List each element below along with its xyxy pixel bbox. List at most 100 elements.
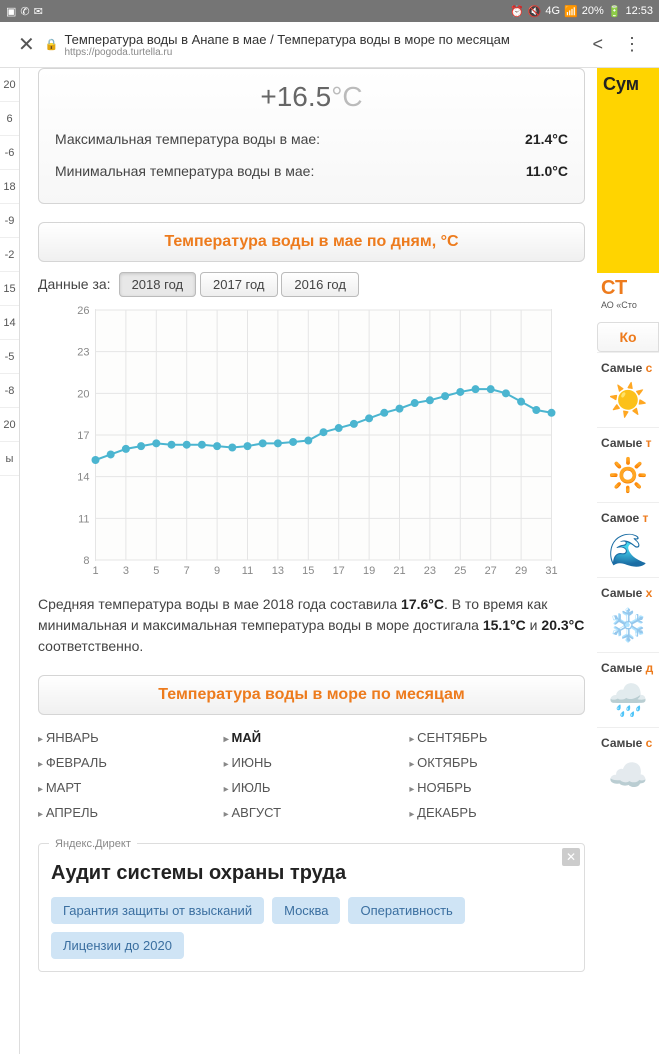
clock-text: 12:53 <box>625 5 653 17</box>
month-link-апрель[interactable]: АПРЕЛЬ <box>38 800 214 825</box>
svg-text:25: 25 <box>454 565 466 577</box>
svg-text:7: 7 <box>184 565 190 577</box>
months-grid: ЯНВАРЬФЕВРАЛЬМАРТАПРЕЛЬ МАЙИЮНЬИЮЛЬАВГУСТ… <box>38 725 585 825</box>
svg-text:26: 26 <box>77 305 89 317</box>
side-panel[interactable]: Самые х❄️ <box>597 577 659 652</box>
ad-tag[interactable]: Оперативность <box>348 897 464 924</box>
mute-icon: 🔇 <box>528 5 542 18</box>
weather-icon: ☀️ <box>601 381 655 419</box>
svg-text:8: 8 <box>83 555 89 567</box>
svg-text:5: 5 <box>153 565 159 577</box>
page-title: Температура воды в Анапе в мае / Темпера… <box>64 32 582 47</box>
battery-text: 20% <box>582 5 604 17</box>
chart-svg: 8111417202326135791113151719212325272931 <box>38 302 585 582</box>
svg-text:27: 27 <box>485 565 497 577</box>
month-link-июль[interactable]: ИЮЛЬ <box>224 775 400 800</box>
avg-temp-unit: °C <box>331 81 362 112</box>
max-temp-value: 21.4°C <box>525 131 568 147</box>
lock-icon: 🔒 <box>45 38 59 51</box>
ad-tag[interactable]: Гарантия защиты от взысканий <box>51 897 264 924</box>
side-panel[interactable]: Самые с☀️ <box>597 352 659 427</box>
year-tab-2018[interactable]: 2018 год <box>119 272 197 297</box>
ad-tag[interactable]: Лицензии до 2020 <box>51 932 184 959</box>
month-link-февраль[interactable]: ФЕВРАЛЬ <box>38 750 214 775</box>
side-panel[interactable]: Самые д🌧️ <box>597 652 659 727</box>
weather-icon: 🔆 <box>601 456 655 494</box>
side-panel[interactable]: Самые с☁️ <box>597 727 659 802</box>
page-body: 206-618-9-21514-5-820ы +16.5°C Максималь… <box>0 68 659 1054</box>
temperature-chart: 8111417202326135791113151719212325272931 <box>38 302 585 582</box>
right-banner-footer: СТ АО «Сто <box>597 273 659 314</box>
temperature-summary-card: +16.5°C Максимальная температура воды в … <box>38 68 585 204</box>
weather-icon: 🌊 <box>601 531 655 569</box>
min-temp-value: 11.0°C <box>526 163 568 179</box>
weather-icon: ☁️ <box>601 756 655 794</box>
month-link-ноябрь[interactable]: НОЯБРЬ <box>409 775 585 800</box>
notif-icon: ▣ <box>6 5 16 18</box>
month-link-март[interactable]: МАРТ <box>38 775 214 800</box>
mail-icon: ✉ <box>34 5 43 18</box>
svg-text:21: 21 <box>393 565 405 577</box>
overflow-menu-button[interactable]: ⋮ <box>613 34 651 55</box>
month-link-май[interactable]: МАЙ <box>224 725 400 750</box>
svg-text:23: 23 <box>77 347 89 359</box>
svg-text:1: 1 <box>92 565 98 577</box>
ad-block: Яндекс.Директ ✕ Аудит системы охраны тру… <box>38 843 585 972</box>
min-temp-label: Минимальная температура воды в мае: <box>55 163 314 179</box>
share-button[interactable]: < <box>582 34 613 55</box>
left-scale: 206-618-9-21514-5-820ы <box>0 68 20 1054</box>
avg-temp: +16.5°C <box>55 81 568 113</box>
svg-text:11: 11 <box>78 513 89 525</box>
right-sidebar: Сум СТ АО «Сто КоСамые с☀️Самые т🔆Самое … <box>597 68 659 1054</box>
svg-text:17: 17 <box>333 565 345 577</box>
weather-icon: 🌧️ <box>601 681 655 719</box>
month-link-декабрь[interactable]: ДЕКАБРЬ <box>409 800 585 825</box>
whatsapp-icon: ✆ <box>20 5 29 18</box>
main-content: +16.5°C Максимальная температура воды в … <box>20 68 597 1054</box>
svg-text:9: 9 <box>214 565 220 577</box>
svg-text:23: 23 <box>424 565 436 577</box>
month-link-август[interactable]: АВГУСТ <box>224 800 400 825</box>
svg-text:29: 29 <box>515 565 527 577</box>
daily-section-header: Температура воды в мае по дням, °C <box>38 222 585 262</box>
summary-paragraph: Средняя температура воды в мае 2018 года… <box>38 594 585 657</box>
page-url: https://pogoda.turtella.ru <box>64 47 582 58</box>
ad-tags: Гарантия защиты от взысканий Москва Операт… <box>51 897 572 959</box>
alarm-icon: ⏰ <box>510 5 524 18</box>
month-link-сентябрь[interactable]: СЕНТЯБРЬ <box>409 725 585 750</box>
url-bar[interactable]: Температура воды в Анапе в мае / Темпера… <box>64 32 582 58</box>
ad-provider-label: Яндекс.Директ <box>49 838 137 850</box>
svg-text:15: 15 <box>302 565 314 577</box>
svg-text:13: 13 <box>272 565 284 577</box>
svg-text:20: 20 <box>77 388 89 400</box>
avg-temp-value: +16.5 <box>260 81 331 112</box>
month-link-январь[interactable]: ЯНВАРЬ <box>38 725 214 750</box>
ad-close-button[interactable]: ✕ <box>562 848 580 866</box>
svg-text:31: 31 <box>545 565 557 577</box>
month-link-октябрь[interactable]: ОКТЯБРЬ <box>409 750 585 775</box>
network-icon: 4G <box>545 5 560 17</box>
month-link-июнь[interactable]: ИЮНЬ <box>224 750 400 775</box>
ad-title[interactable]: Аудит системы охраны труда <box>51 862 572 885</box>
monthly-section-header: Температура воды в море по месяцам <box>38 675 585 715</box>
years-label: Данные за: <box>38 276 111 292</box>
weather-icon: ❄️ <box>601 606 655 644</box>
svg-text:19: 19 <box>363 565 375 577</box>
android-status-bar: ▣ ✆ ✉ ⏰ 🔇 4G 📶 20% 🔋 12:53 <box>0 0 659 22</box>
svg-text:17: 17 <box>77 430 89 442</box>
side-panel[interactable]: Самые т🔆 <box>597 427 659 502</box>
svg-text:11: 11 <box>242 565 253 577</box>
year-tab-2016[interactable]: 2016 год <box>281 272 359 297</box>
right-banner-ad[interactable]: Сум <box>597 68 659 298</box>
battery-icon: 🔋 <box>608 5 622 18</box>
right-section-header: Ко <box>597 322 659 352</box>
svg-text:14: 14 <box>77 472 89 484</box>
max-temp-label: Максимальная температура воды в мае: <box>55 131 320 147</box>
close-tab-button[interactable]: ✕ <box>8 32 45 57</box>
browser-toolbar: ✕ 🔒 Температура воды в Анапе в мае / Тем… <box>0 22 659 68</box>
side-panel[interactable]: Самое т🌊 <box>597 502 659 577</box>
signal-icon: 📶 <box>564 5 578 18</box>
year-tab-2017[interactable]: 2017 год <box>200 272 278 297</box>
ad-tag[interactable]: Москва <box>272 897 340 924</box>
svg-text:3: 3 <box>123 565 129 577</box>
